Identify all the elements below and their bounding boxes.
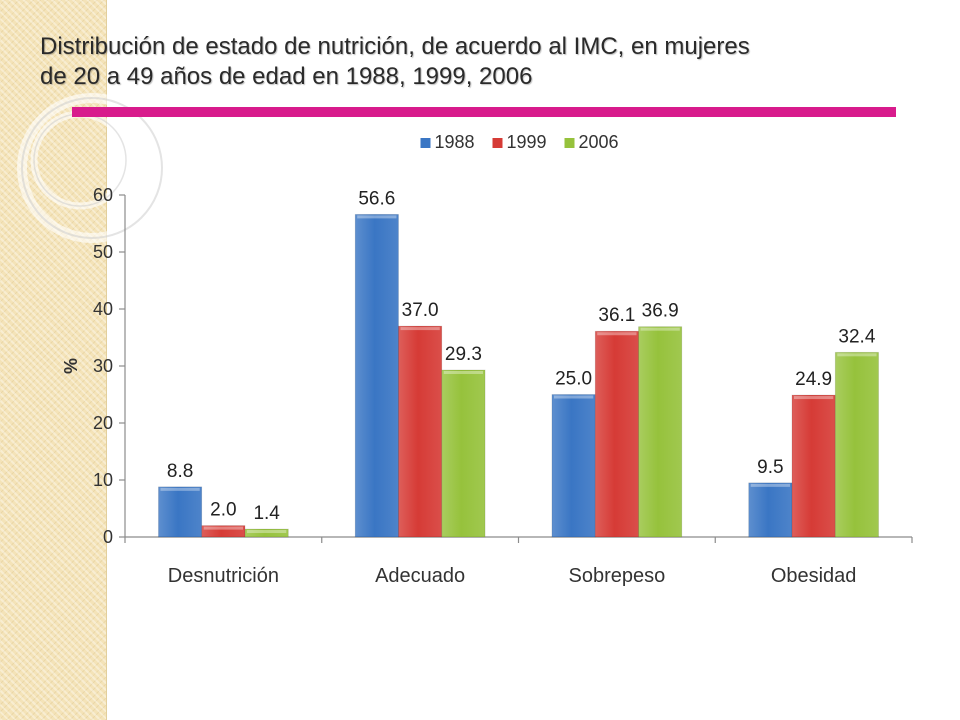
data-label-2006: 1.4 (253, 503, 280, 524)
bar-highlight (750, 483, 790, 487)
bar-highlight (247, 530, 287, 534)
x-axis: Desnutrición Adecuado Sobrepeso Obesidad (124, 536, 913, 587)
bar-highlight (203, 526, 244, 530)
data-label-1999: 36.1 (598, 305, 635, 326)
slide-title-line-1: Distribución de estado de nutrición, de … (40, 33, 750, 60)
legend-swatch-1999 (492, 138, 503, 148)
x-tick-label: Desnutrición (168, 565, 279, 587)
bar-2006 (638, 326, 683, 538)
bar-highlight (793, 396, 834, 400)
data-label-1999: 24.9 (795, 369, 832, 390)
slide-title-line-2: de 20 a 49 años de edad en 1988, 1999, 2… (40, 63, 533, 90)
legend-label-1988: 1988 (435, 132, 475, 152)
bar-labels: 8.8 2.0 1.4 56.6 37.0 29.3 25.0 36.1 36.9 9.5 24.9… (167, 188, 876, 524)
data-label-1988: 8.8 (167, 461, 193, 482)
legend-swatch-2006 (564, 138, 575, 148)
bar-highlight (443, 370, 484, 374)
bar-highlight (553, 395, 594, 399)
y-tick-label: 60 (93, 185, 113, 205)
bar-1988 (158, 486, 203, 538)
x-tick-label: Obesidad (771, 565, 857, 587)
bar-1999 (594, 330, 639, 538)
bar-chart: 1988 1999 2006 0 10 20 30 40 50 60% Desnutrición… (61, 132, 913, 587)
y-tick-label: 30 (93, 356, 113, 376)
legend-swatch-1988 (420, 138, 431, 148)
bars (158, 213, 879, 538)
bar-highlight (640, 327, 680, 331)
data-label-1988: 9.5 (757, 457, 783, 478)
slide-title: Distribución de estado de nutrición, de … (40, 32, 900, 92)
data-label-1988: 25.0 (555, 369, 592, 390)
bar-2006 (441, 369, 486, 538)
y-tick-label: 20 (93, 413, 113, 433)
y-tick-label: 10 (93, 470, 113, 490)
bar-1988 (551, 394, 596, 538)
legend-label-2006: 2006 (579, 132, 619, 152)
bar-highlight (837, 353, 877, 357)
bar-highlight (160, 487, 200, 491)
bar-1988 (748, 482, 793, 538)
data-label-1988: 56.6 (358, 188, 395, 209)
data-label-2006: 29.3 (445, 344, 482, 365)
bar-1999 (398, 325, 443, 538)
bar-1988 (354, 213, 399, 538)
x-tick-label: Sobrepeso (569, 565, 666, 587)
y-axis: 0 10 20 30 40 50 60% (61, 185, 126, 547)
legend-label-1999: 1999 (507, 132, 547, 152)
data-label-1999: 2.0 (210, 500, 236, 521)
data-label-2006: 36.9 (642, 301, 679, 322)
bar-2006 (244, 528, 289, 538)
x-tick-label: Adecuado (375, 565, 465, 587)
bar-highlight (357, 215, 397, 219)
data-label-2006: 32.4 (838, 326, 875, 347)
bar-highlight (400, 327, 440, 331)
bar-highlight (597, 332, 637, 336)
y-tick-label: 0 (103, 527, 113, 547)
bar-1999 (791, 394, 836, 538)
y-tick-label: 40 (93, 299, 113, 319)
bar-2006 (834, 351, 879, 538)
title-underline (72, 107, 896, 117)
y-tick-label: 50 (93, 242, 113, 262)
chart-legend: 1988 1999 2006 (420, 132, 619, 152)
data-label-1999: 37.0 (402, 300, 439, 321)
y-axis-title: % (61, 358, 81, 374)
